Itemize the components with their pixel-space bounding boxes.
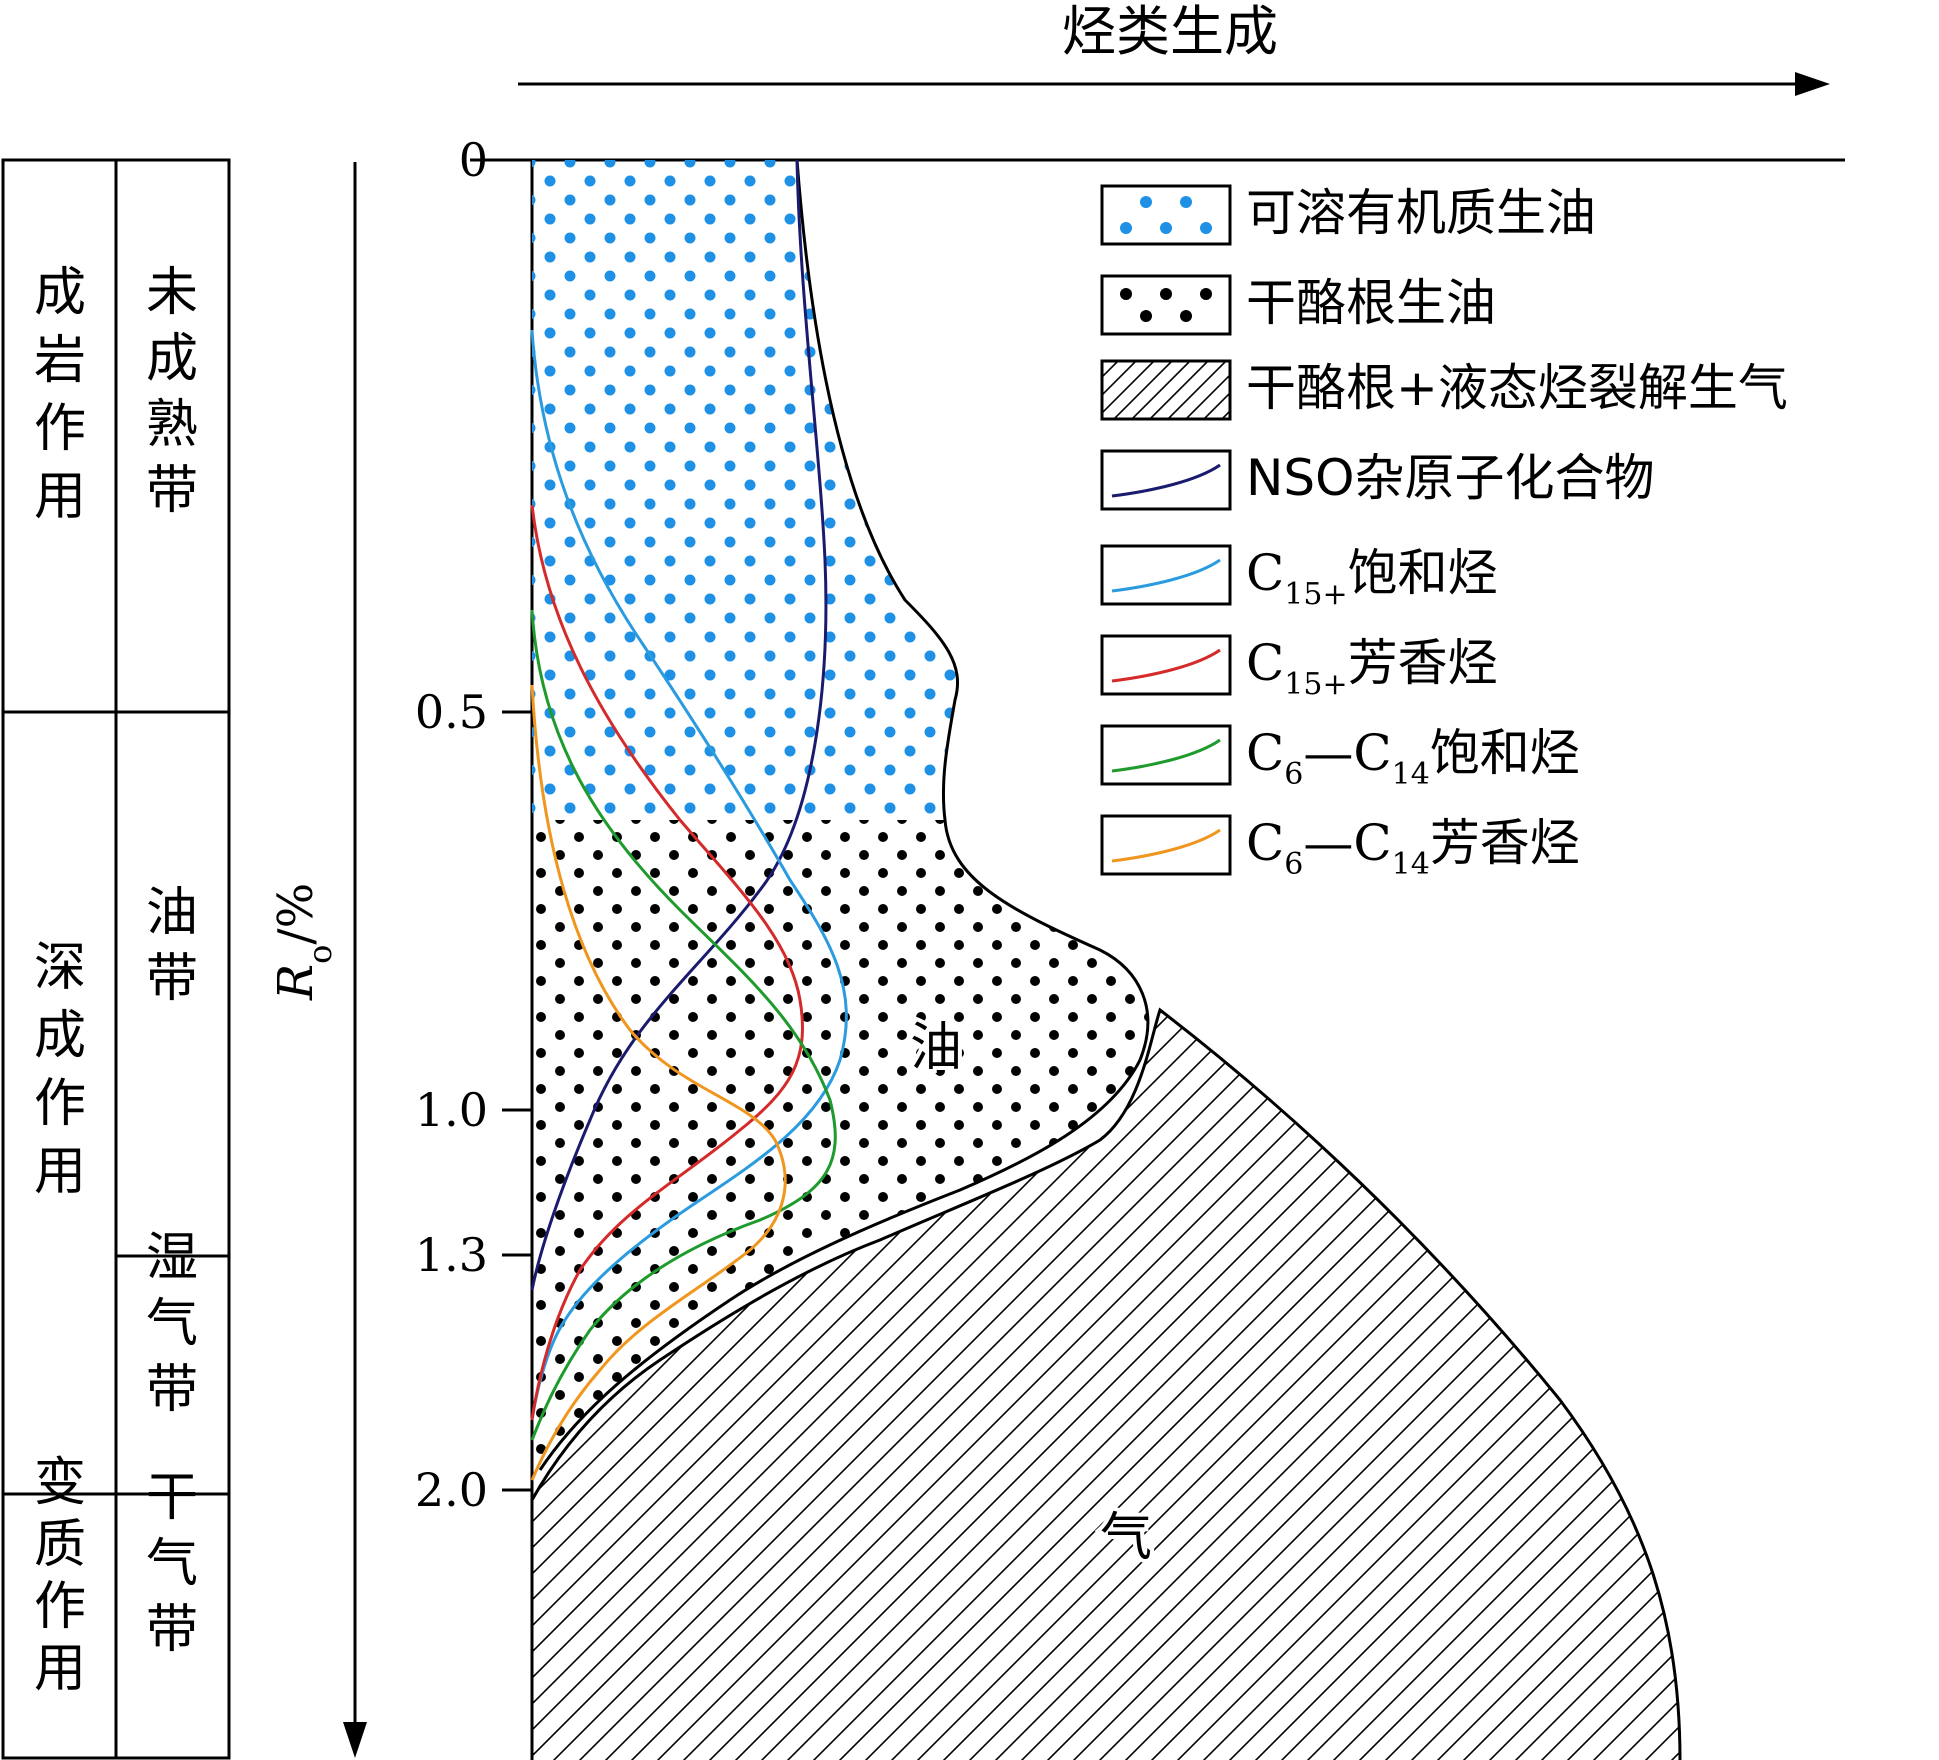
legend-swatch: [1100, 634, 1232, 696]
legend-swatch: [1100, 449, 1232, 511]
legend-item-nso-compounds: NSO杂原子化合物: [1100, 449, 1655, 511]
generation-direction-arrow: [518, 72, 1830, 96]
stage-diagenesis: 成岩作用: [34, 263, 86, 527]
ro-axis-label: Ro/%: [268, 883, 339, 1001]
legend-swatch: [1100, 359, 1232, 421]
legend-swatch: [1100, 274, 1232, 336]
zone-wet-gas: 湿气带: [146, 1228, 198, 1420]
legend-label: 干酪根生油: [1246, 274, 1496, 332]
c6-c14-aromatic-curve: [530, 684, 787, 1481]
tick-label: 2.0: [415, 1463, 488, 1517]
legend-item-kerogen-oil: 干酪根生油: [1100, 274, 1496, 336]
legend-item-soluble-om-oil: 可溶有机质生油: [1100, 184, 1596, 246]
legend-label: NSO杂原子化合物: [1246, 449, 1655, 507]
zone-dry-gas: 干气带: [146, 1468, 198, 1660]
zone-oil: 油带: [146, 883, 198, 1009]
stage-metagenesis: 变质作用: [34, 1453, 86, 1699]
stage-catagenesis: 深成作用: [34, 938, 86, 1202]
tick-group: 0 0.5 1.0 1.3 2.0: [415, 133, 532, 1517]
ro-axis-label-sub: o: [301, 945, 339, 964]
legend-swatch: [1100, 544, 1232, 606]
soluble-om-oil-area: [532, 160, 958, 820]
legend-label: C6—C14饱和烃: [1246, 724, 1580, 792]
oil-envelope-outline: [538, 159, 1150, 1471]
legend-item-c6-c14-aromatic: C6—C14芳香烃: [1100, 814, 1580, 882]
c6-c14-saturated-curve: [530, 609, 837, 1441]
legend-item-c15-aromatic: C15+芳香烃: [1100, 634, 1498, 702]
tick-label: 0: [459, 133, 488, 187]
legend-item-c15-saturated: C15+饱和烃: [1100, 544, 1498, 612]
oil-region-label: 油: [910, 1018, 962, 1078]
c15-saturated-curve: [530, 329, 848, 1421]
ro-axis-label-main: R: [268, 964, 324, 1001]
legend-item-c6-c14-saturated: C6—C14饱和烃: [1100, 724, 1580, 792]
legend-label: 干酪根+液态烃裂解生气: [1246, 359, 1788, 417]
ro-axis-arrow: [343, 162, 367, 1758]
legend-label: 可溶有机质生油: [1246, 184, 1596, 242]
tick-label: 0.5: [415, 685, 488, 739]
legend-swatch: [1100, 184, 1232, 246]
zone-immature: 未成熟带: [146, 263, 198, 521]
legend-item-kerogen-liquid-cracking-gas: 干酪根+液态烃裂解生气: [1100, 359, 1788, 421]
legend-swatch: [1100, 724, 1232, 786]
diagram-title: 烃类生成: [1062, 0, 1278, 63]
tick-label: 1.0: [415, 1083, 488, 1137]
gas-envelope-outline: [530, 1007, 1682, 1760]
legend-label: C6—C14芳香烃: [1246, 814, 1580, 882]
stage-table: [1, 158, 231, 1760]
legend-label: C15+饱和烃: [1246, 544, 1498, 612]
gas-region-label: 气: [1100, 1508, 1152, 1568]
legend-label: C15+芳香烃: [1246, 634, 1498, 702]
nso-compounds-curve: [530, 159, 828, 1291]
tick-label: 1.3: [415, 1228, 488, 1282]
legend-swatch: [1100, 814, 1232, 876]
ro-axis-label-unit: /%: [268, 883, 324, 945]
